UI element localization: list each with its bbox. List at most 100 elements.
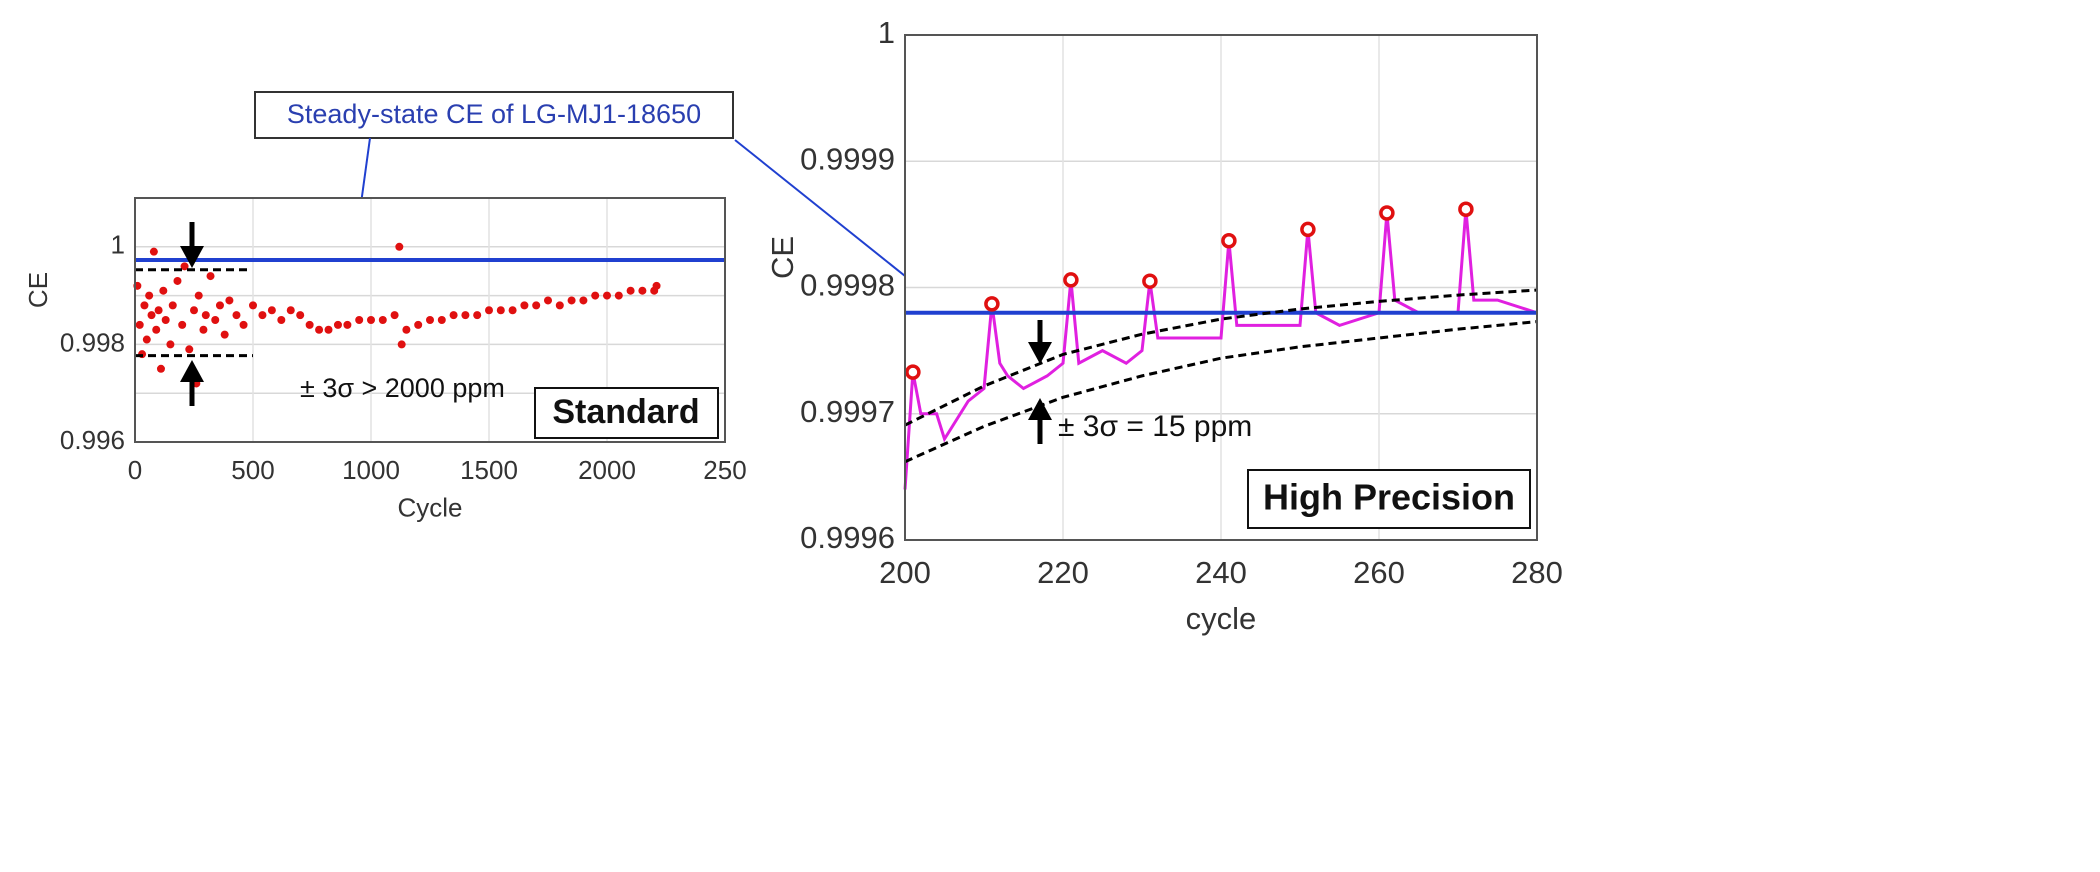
- y-tick-label: 1: [111, 230, 125, 260]
- data-point: [215, 301, 224, 310]
- x-tick-label: 1500: [460, 455, 518, 485]
- data-point: [532, 301, 541, 310]
- data-point: [496, 306, 505, 315]
- data-point: [249, 301, 257, 310]
- data-point: [225, 296, 234, 305]
- peak-marker: [1458, 201, 1474, 217]
- data-point: [508, 306, 517, 315]
- arrow-head: [180, 246, 204, 268]
- data-point: [461, 311, 470, 320]
- data-point: [168, 301, 177, 310]
- data-point: [267, 306, 276, 315]
- data-point: [638, 286, 647, 295]
- peak-marker: [905, 364, 921, 380]
- data-point: [343, 320, 352, 329]
- data-point: [180, 262, 189, 271]
- annotation: Standard: [552, 393, 699, 431]
- x-tick-label: 200: [879, 555, 931, 590]
- data-point: [367, 316, 375, 324]
- data-point: [402, 325, 411, 334]
- data-point: [201, 311, 210, 320]
- data-point: [159, 286, 168, 295]
- series-line: [904, 288, 1538, 427]
- data-point: [135, 320, 144, 329]
- data-point: [161, 316, 170, 324]
- peak-marker: [1300, 221, 1316, 238]
- x-tick-label: 0: [128, 455, 142, 485]
- data-point: [324, 325, 333, 334]
- data-point: [190, 306, 198, 315]
- data-point: [473, 311, 482, 320]
- data-point: [140, 301, 149, 310]
- arrow-head: [1028, 398, 1052, 420]
- data-point: [390, 311, 399, 320]
- peak-marker: [1221, 233, 1237, 249]
- x-tick-label: 250: [703, 455, 746, 485]
- annotation-box: [534, 387, 719, 439]
- data-point: [166, 340, 175, 349]
- data-point: [154, 306, 163, 315]
- x-axis-label: Cycle: [397, 492, 462, 522]
- data-point: [173, 276, 182, 285]
- data-point: [485, 306, 493, 315]
- data-point: [378, 316, 387, 324]
- data-point: [232, 311, 241, 320]
- data-point: [591, 291, 600, 300]
- plot-frame: [904, 34, 1538, 541]
- data-point: [626, 286, 635, 295]
- data-point: [397, 340, 406, 349]
- x-tick-label: 500: [231, 455, 274, 485]
- data-point: [315, 325, 324, 334]
- y-tick-label: 0.9996: [800, 520, 895, 555]
- sigma-arrows: [180, 222, 1052, 444]
- data-point: [258, 311, 267, 320]
- x-tick-label: 260: [1353, 555, 1405, 590]
- arrow: [734, 139, 931, 297]
- data-point: [296, 311, 305, 320]
- data-point: [426, 316, 434, 324]
- annotation-box: [1247, 469, 1531, 529]
- data-point: [239, 320, 248, 329]
- y-tick-label: 1: [878, 15, 895, 50]
- data-point: [156, 364, 165, 373]
- y-axis-label: CE: [23, 272, 53, 308]
- peak-marker: [984, 296, 1000, 312]
- peak-marker: [1379, 205, 1395, 221]
- x-tick-label: 280: [1511, 555, 1563, 590]
- plots: 0.996 0.998 1 0 500 1000 1500 2000 250 Cycle CE 0.9…: [23, 15, 1563, 636]
- x-tick-label: 240: [1195, 555, 1247, 590]
- data-point: [579, 296, 588, 305]
- data-point: [555, 301, 564, 310]
- y-tick-label: 0.996: [60, 425, 125, 455]
- data-point: [145, 291, 154, 300]
- y-tick-label: 0.998: [60, 327, 125, 357]
- peak-marker: [1142, 273, 1158, 289]
- data-point: [178, 320, 187, 329]
- data-point: [395, 242, 404, 251]
- x-tick-label: 220: [1037, 555, 1089, 590]
- data-point: [220, 330, 229, 339]
- data-point: [142, 335, 151, 344]
- annotation: ± 3σ = 15 ppm: [1058, 410, 1252, 443]
- plot-frame: [134, 197, 726, 443]
- data-point: [520, 301, 529, 310]
- data-point: [614, 291, 623, 300]
- data-point: [544, 296, 552, 305]
- data-point: [603, 291, 611, 300]
- x-axis-label: cycle: [1186, 601, 1257, 636]
- data-point: [152, 325, 161, 334]
- annotation: ± 3σ > 2000 ppm: [300, 373, 505, 403]
- x-tick-label: 1000: [342, 455, 400, 485]
- y-tick-label: 0.9997: [800, 394, 895, 429]
- arrow-head: [180, 360, 204, 382]
- x-tick-label: 2000: [578, 455, 636, 485]
- data-point: [199, 325, 208, 334]
- y-axis-label: CE: [765, 236, 800, 279]
- data-point: [211, 316, 220, 324]
- data-point: [286, 306, 295, 315]
- data-point: [449, 311, 458, 320]
- data-point: [277, 316, 286, 324]
- data-point: [185, 345, 194, 354]
- data-point: [652, 281, 661, 290]
